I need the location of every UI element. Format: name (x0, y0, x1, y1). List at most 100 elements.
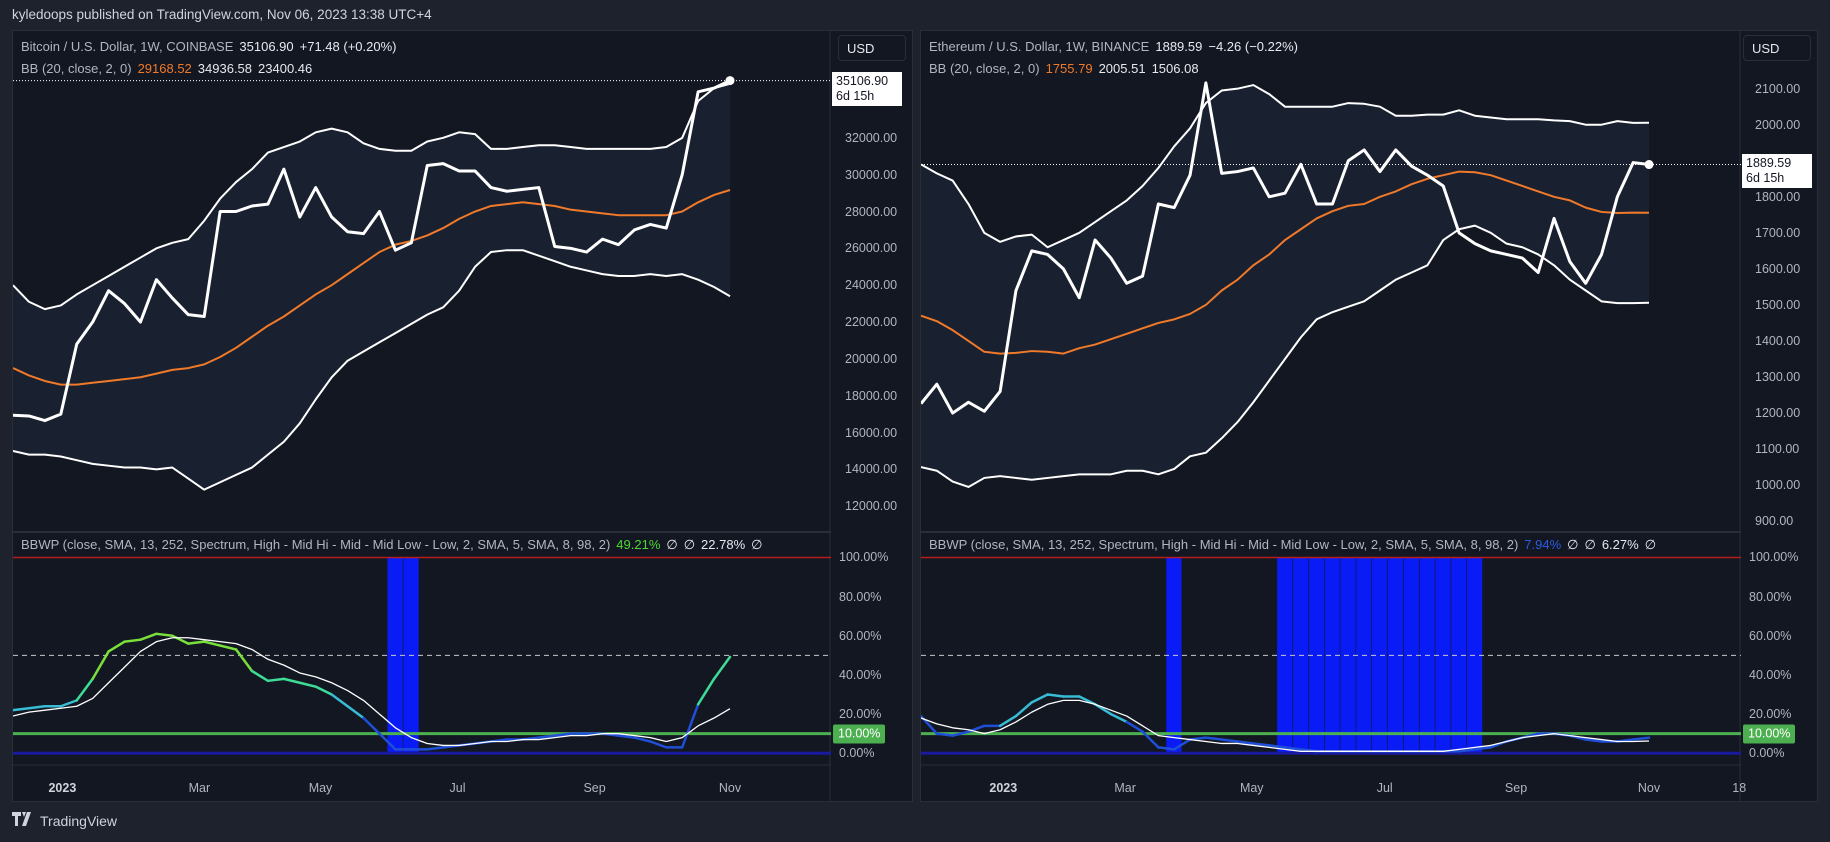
bbwp-segment (187, 640, 206, 645)
bbwp-label[interactable]: BBWP (close, SMA, 13, 252, Spectrum, Hig… (929, 537, 1519, 552)
time-axis-label: Sep (1504, 781, 1528, 795)
price-axis-label: 18000.00 (845, 388, 898, 403)
bb-basis-value: 1755.79 (1045, 61, 1093, 76)
time-axis-label: Mar (188, 781, 211, 795)
bbwp-segment (1157, 746, 1176, 751)
na-value: ∅ (751, 537, 763, 552)
bbwp-segment (1141, 730, 1160, 749)
bbwp-segment (617, 734, 636, 739)
bar-countdown: 6d 15h (1746, 171, 1785, 185)
price-axis-label: 30000.00 (845, 167, 898, 182)
bbwp-segment (1125, 720, 1144, 733)
bbwp-segment (139, 632, 158, 641)
level-10-tag: 10.00% (833, 724, 886, 744)
bb-basis-value: 29168.52 (137, 61, 192, 76)
indicator-axis-label: 80.00% (839, 589, 882, 604)
last-price: 35106.90 (239, 39, 294, 54)
bbwp-extreme-bar (1324, 557, 1340, 754)
price-axis-label: 22000.00 (845, 315, 898, 330)
currency-button[interactable]: USD (1743, 35, 1811, 61)
bbwp-segment (951, 730, 970, 737)
currency-button[interactable]: USD (838, 35, 906, 61)
time-axis-label: Nov (718, 781, 742, 795)
na-value: ∅ (1644, 537, 1657, 552)
symbol-name[interactable]: Bitcoin / U.S. Dollar, 1W, COINBASE (21, 39, 234, 54)
time-axis-label: Mar (1114, 781, 1136, 795)
bbwp-legend: BBWP (close, SMA, 13, 252, Spectrum, Hig… (929, 537, 1656, 553)
bbwp-segment (298, 681, 317, 688)
bb-legend: BB (20, close, 2, 0) 1755.79 2005.51 1506.0… (929, 61, 1199, 76)
bbwp-segment (553, 732, 572, 737)
bbwp-segment (1109, 712, 1128, 724)
ethereum-chart-panel[interactable]: Ethereum / U.S. Dollar, 1W, BINANCE 1889.… (920, 30, 1818, 802)
bbwp-segment (282, 677, 302, 685)
indicator-axis-label: 20.00% (839, 707, 882, 722)
price-axis-label: 20000.00 (845, 351, 898, 366)
price-change: +71.48 (+0.20%) (299, 39, 397, 54)
bb-band-fill (921, 85, 1649, 487)
price-axis-label: 24000.00 (845, 278, 898, 293)
price-axis-label: 26000.00 (845, 241, 898, 256)
bbwp-extreme-bar (1308, 557, 1324, 754)
time-axis-label: May (1239, 781, 1264, 795)
time-axis-label: 18 (1732, 781, 1747, 795)
bbwp-segment (426, 746, 445, 751)
symbol-name[interactable]: Ethereum / U.S. Dollar, 1W, BINANCE (929, 39, 1150, 54)
price-axis-label: 1800.00 (1755, 189, 1801, 204)
indicator-axis-label: 100.00% (839, 550, 889, 565)
bbwp-segment (696, 677, 716, 706)
brand-name[interactable]: TradingView (40, 813, 118, 829)
time-axis-label: 2023 (989, 781, 1018, 795)
indicator-axis-label: 40.00% (1749, 667, 1792, 682)
na-value: ∅ (1567, 537, 1579, 552)
bb-basis-line (921, 170, 1650, 355)
bbwp-segment (1204, 736, 1223, 741)
indicator-axis-label: 60.00% (1749, 628, 1792, 643)
price-axis-label: 12000.00 (845, 499, 898, 514)
price-axis-label: 1700.00 (1755, 225, 1801, 240)
bbwp-segment (346, 705, 365, 720)
bbwp-segment (998, 714, 1018, 728)
bb-upper-value: 2005.51 (1098, 61, 1146, 76)
bbwp-segment (1046, 693, 1065, 698)
bbwp-label[interactable]: BBWP (close, SMA, 13, 252, Spectrum, Hig… (21, 537, 611, 552)
time-axis-label: Jul (1376, 781, 1393, 795)
price-axis-label: 900.00 (1755, 514, 1794, 529)
symbol-legend: Bitcoin / U.S. Dollar, 1W, COINBASE 35106… (21, 39, 397, 54)
price-axis-label: 1100.00 (1755, 442, 1800, 457)
level-10-tag: 10.00% (1743, 724, 1796, 744)
bb-lower-line (13, 249, 731, 491)
bbwp-value: 49.21% (616, 537, 661, 552)
bbwp-segment (234, 648, 254, 673)
bbwp-value: 7.94% (1524, 537, 1562, 552)
last-price-dot (725, 76, 735, 86)
bb-band-fill (13, 83, 730, 490)
bbwp-segment (1631, 736, 1651, 741)
na-value: ∅ (683, 537, 696, 552)
price-axis-label: 2100.00 (1755, 81, 1801, 96)
indicator-axis-label: 0.00% (1749, 746, 1785, 761)
tradingview-logo-icon[interactable] (12, 812, 34, 830)
publish-info: kyledoops published on TradingView.com, … (12, 7, 432, 22)
bb-label[interactable]: BB (20, close, 2, 0) (21, 61, 132, 76)
symbol-legend: Ethereum / U.S. Dollar, 1W, BINANCE 1889.… (929, 39, 1298, 54)
bbwp-segment (266, 677, 286, 683)
ethereum-chart-canvas[interactable] (921, 31, 1741, 802)
bitcoin-chart-canvas[interactable] (13, 31, 831, 802)
bbwp-segment (13, 706, 31, 712)
bitcoin-chart-panel[interactable]: Bitcoin / U.S. Dollar, 1W, COINBASE 35106… (12, 30, 913, 802)
bbwp-segment (633, 736, 652, 743)
bbwp-segment (1172, 738, 1192, 751)
bb-label[interactable]: BB (20, close, 2, 0) (929, 61, 1040, 76)
bb-basis-line (13, 189, 731, 386)
bbwp-segment (1014, 701, 1034, 718)
time-axis-label: May (308, 781, 333, 795)
footer: TradingView (12, 812, 117, 830)
bbwp-segment (1283, 746, 1303, 751)
last-price-tag: 1889.59 6d 15h (1742, 154, 1812, 188)
bb-upper-line (921, 84, 1650, 249)
price-axis-label: 1000.00 (1755, 478, 1801, 493)
bbwp-extreme-bar (1387, 557, 1404, 754)
indicator-axis-label: 0.00% (839, 746, 875, 761)
time-axis-label: Nov (1637, 781, 1661, 795)
